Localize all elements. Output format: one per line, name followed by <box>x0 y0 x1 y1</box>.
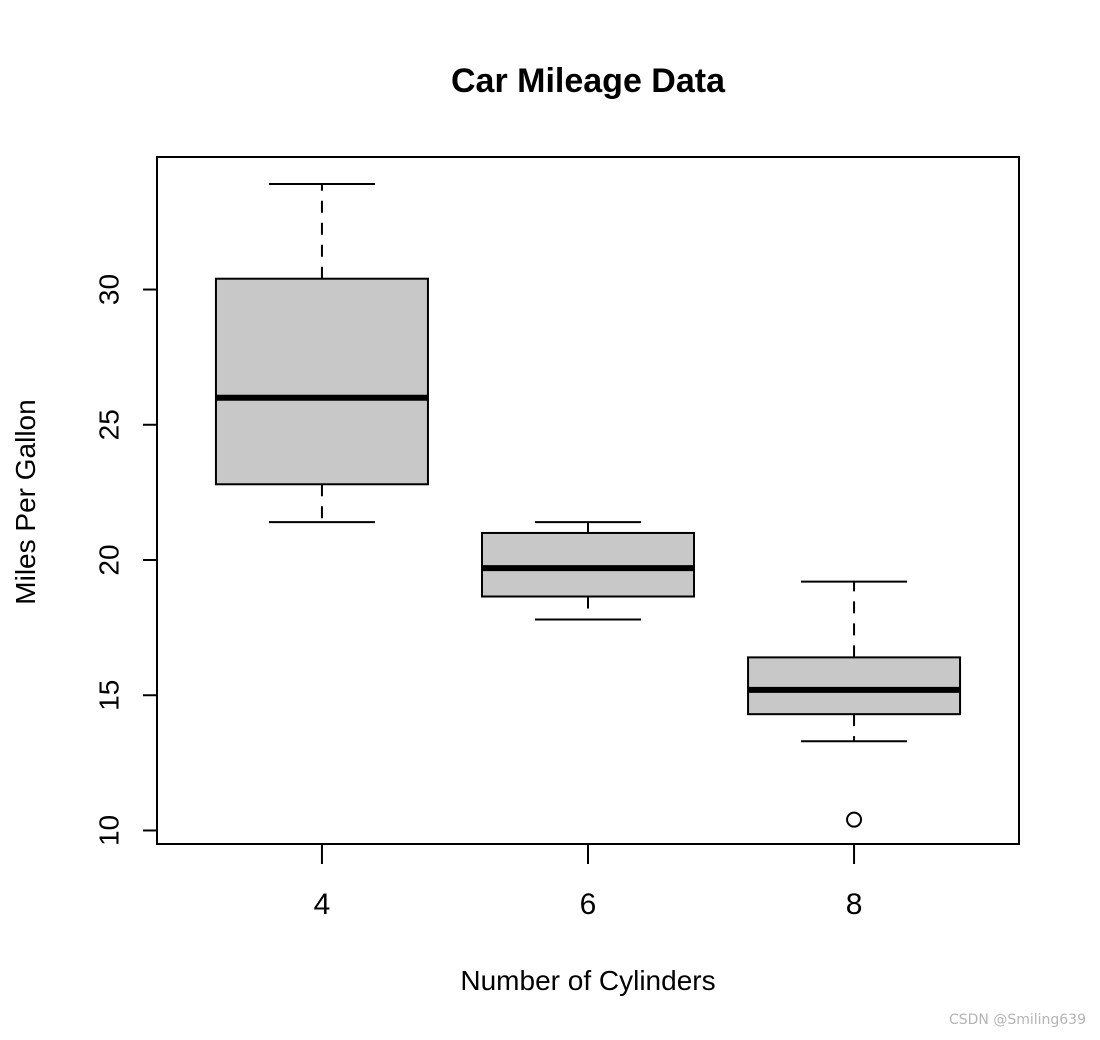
box-iqr <box>214 277 429 486</box>
chart-title: Car Mileage Data <box>451 62 726 100</box>
boxes-group <box>214 183 962 828</box>
y-tick-label: 25 <box>93 409 124 440</box>
y-tick-label: 15 <box>93 680 124 711</box>
x-tick-label: 8 <box>846 888 863 921</box>
y-tick-label: 20 <box>93 544 124 575</box>
x-tick-label: 6 <box>580 888 597 921</box>
outlier-point <box>846 811 863 828</box>
x-axis-label: Number of Cylinders <box>460 965 715 996</box>
y-axis-label: Miles Per Gallon <box>10 399 41 604</box>
box-iqr <box>747 656 962 716</box>
y-tick-label: 10 <box>93 815 124 846</box>
y-axis: 10 15 20 25 30 <box>93 274 157 846</box>
watermark: CSDN @Smiling639 <box>948 1012 1086 1028</box>
y-tick-label: 30 <box>93 274 124 305</box>
box-iqr <box>481 531 695 598</box>
x-axis: 4 6 8 <box>314 844 863 921</box>
x-tick-label: 4 <box>314 888 331 921</box>
